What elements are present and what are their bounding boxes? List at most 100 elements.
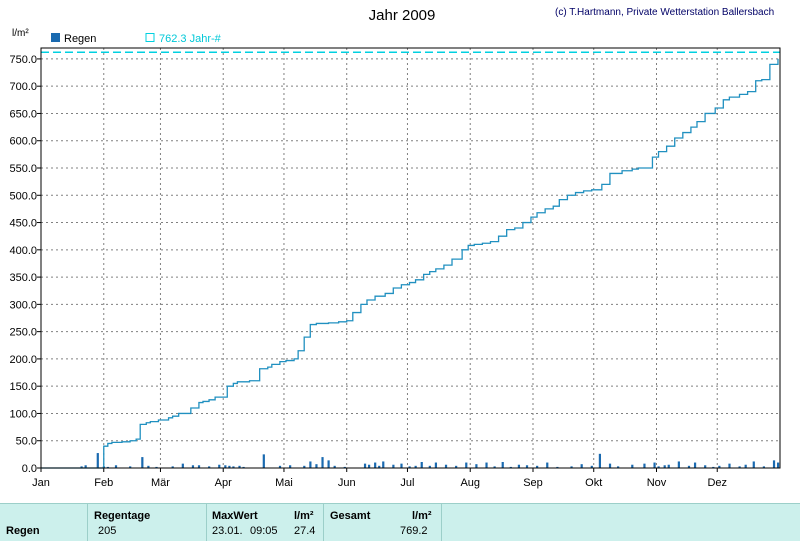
value-max-time: 09:05 (250, 525, 278, 537)
daily-rain-bar (687, 465, 691, 468)
header-max-unit: l/m² (294, 510, 314, 522)
daily-rain-bar (262, 454, 265, 468)
daily-rain-bar (663, 465, 666, 468)
daily-rain-bar (772, 460, 776, 468)
copyright-text: (c) T.Hartmann, Private Wetterstation Ba… (555, 7, 774, 18)
daily-rain-bar (278, 465, 282, 468)
daily-rain-bar (608, 463, 612, 468)
daily-rain-bar (289, 465, 292, 468)
x-tick-label: Mär (151, 477, 170, 489)
x-tick-label: Feb (94, 477, 113, 489)
daily-rain-bar (191, 465, 195, 468)
x-tick-label: Okt (585, 477, 602, 489)
daily-rain-bar (327, 460, 330, 468)
daily-rain-bar (485, 462, 488, 468)
chart-title: Jahr 2009 (369, 7, 436, 24)
x-tick-label: Dez (707, 477, 727, 489)
y-tick-label: 550.0 (9, 163, 37, 175)
x-tick-label: Jun (338, 477, 356, 489)
daily-rain-bar (509, 466, 512, 468)
daily-rain-bar (704, 465, 707, 468)
table-divider (323, 504, 324, 541)
value-max-date: 23.01. (212, 525, 243, 537)
daily-rain-bar (428, 465, 431, 468)
daily-rain-bar (224, 465, 227, 468)
daily-rain-bar (525, 465, 529, 468)
daily-rain-bar (155, 466, 158, 468)
header-total: Gesamt (330, 510, 371, 522)
value-total: 769.2 (400, 525, 428, 537)
daily-rain-bar (218, 464, 221, 468)
daily-rain-bar (598, 453, 602, 468)
daily-rain-bar (363, 463, 367, 468)
y-axis: 0.0 50.0 100.0 150.0 200.0 250.0 300.0 350.0 400… (9, 54, 41, 475)
value-max-amount: 27.4 (294, 525, 316, 537)
daily-rain-bar (147, 465, 150, 468)
daily-rain-bar (653, 462, 656, 468)
cumulative-rain-line (41, 58, 779, 469)
daily-rain-bar (693, 462, 697, 468)
daily-rain-bar (333, 465, 336, 468)
y-tick-label: 50.0 (16, 436, 37, 448)
daily-rain-bar (400, 463, 403, 468)
header-total-unit: l/m² (412, 510, 432, 522)
daily-rain-bar (129, 466, 132, 468)
daily-rain-bar (465, 462, 468, 468)
y-tick-label: 500.0 (9, 190, 37, 202)
y-tick-label: 700.0 (9, 81, 37, 93)
daily-rain-bar (455, 465, 458, 468)
daily-rain-bars (80, 453, 780, 468)
y-tick-label: 350.0 (9, 272, 37, 284)
daily-rain-bar (556, 466, 559, 468)
daily-rain-bar (228, 465, 231, 468)
daily-rain-bar (96, 453, 99, 468)
daily-rain-bar (712, 466, 715, 468)
daily-rain-bar (232, 466, 235, 468)
daily-rain-bar (631, 464, 634, 468)
daily-rain-bar (776, 462, 780, 468)
daily-rain-bar (181, 463, 184, 468)
y-tick-label: 150.0 (9, 381, 37, 393)
table-divider (206, 504, 207, 541)
daily-rain-bar (677, 461, 680, 468)
y-tick-label: 250.0 (9, 327, 37, 339)
daily-rain-bar (420, 462, 423, 468)
daily-rain-bar (617, 466, 620, 468)
y-tick-label: 0.0 (22, 463, 37, 475)
daily-rain-bar (303, 465, 306, 468)
daily-rain-bar (208, 466, 211, 468)
y-tick-label: 400.0 (9, 245, 37, 257)
daily-rain-bar (475, 464, 478, 468)
daily-rain-bar (728, 463, 731, 468)
daily-rain-bar (392, 464, 395, 468)
daily-rain-bar (309, 461, 312, 468)
legend-regen-label: Regen (64, 33, 96, 45)
table-divider (441, 504, 442, 541)
daily-rain-bar (171, 466, 174, 468)
daily-rain-bar (141, 457, 144, 468)
daily-rain-bar (536, 465, 539, 468)
daily-rain-bar (114, 465, 118, 468)
daily-rain-bar (667, 464, 670, 468)
daily-rain-bar (493, 466, 496, 468)
daily-rain-bar (197, 465, 201, 468)
x-tick-label: Jan (32, 477, 50, 489)
x-tick-label: Sep (523, 477, 543, 489)
x-tick-label: Mai (275, 477, 293, 489)
y-tick-label: 200.0 (9, 354, 37, 366)
legend-annual-swatch (145, 33, 155, 42)
daily-rain-bar (238, 465, 241, 468)
daily-rain-bar (382, 461, 385, 468)
table-divider (87, 504, 88, 541)
daily-rain-bar (242, 466, 245, 468)
daily-rain-bar (501, 462, 504, 468)
daily-rain-bar (367, 464, 371, 468)
daily-rain-bar (570, 466, 573, 468)
daily-rain-bar (374, 462, 377, 468)
daily-rain-bar (414, 465, 417, 468)
y-tick-label: 100.0 (9, 408, 37, 420)
daily-rain-bar (378, 465, 381, 468)
y-axis-label: l/m² (12, 28, 29, 39)
x-tick-label: Aug (460, 477, 480, 489)
x-tick-label: Jul (400, 477, 414, 489)
